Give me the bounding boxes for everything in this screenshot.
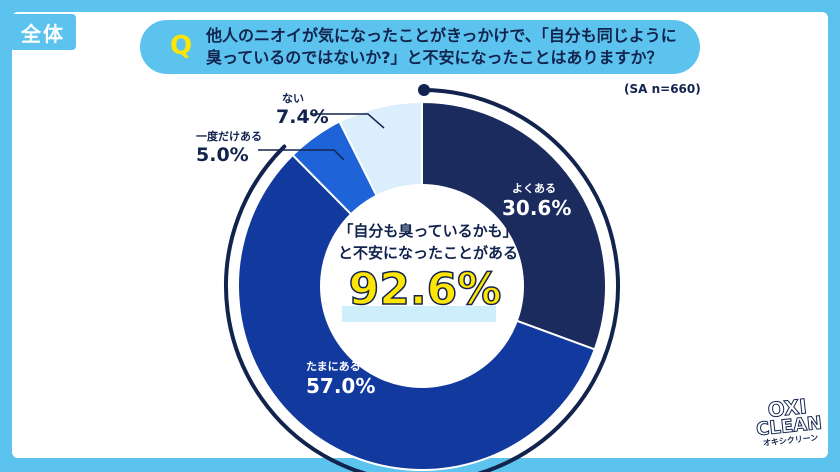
total-percentage: 92.6% <box>348 263 502 316</box>
slice-label-never: ない 7.4% <box>276 90 329 128</box>
leader-line-never <box>310 113 385 129</box>
question-line-1: 他人のニオイが気になったことがきっかけで、「自分も同じように <box>206 26 677 45</box>
slice-label-often: よくある 30.6% <box>502 180 571 220</box>
center-text-line-2: と不安になったことがある <box>337 244 518 262</box>
slice-label-sometimes: たまにある 57.0% <box>306 358 375 398</box>
center-text-line-1: 「自分も臭っているかも」 <box>338 222 518 240</box>
slice-label-once-val: 5.0% <box>196 144 249 166</box>
sample-size: (SA n=660) <box>624 82 701 96</box>
question-text: 他人のニオイが気になったことがきっかけで、「自分も同じように 臭っているのではな… <box>206 25 677 69</box>
slice-label-once-cat: 一度だけある <box>196 130 262 143</box>
slice-label-often-val: 30.6% <box>502 196 572 220</box>
total-highlight <box>342 306 496 322</box>
slice-label-often-cat: よくある <box>512 182 556 195</box>
outer-ring-arc <box>224 88 620 472</box>
donut-hole <box>320 184 524 388</box>
question-line-2: 臭っているのではないか?」と不安になったことはありますか？ <box>206 48 663 67</box>
slice-label-sometimes-cat: たまにある <box>306 360 361 373</box>
slice-label-never-cat: ない <box>282 92 304 105</box>
q-icon: Q <box>169 31 193 61</box>
leader-line-once <box>258 149 345 161</box>
outer-ring-dot <box>418 84 430 96</box>
slice-label-once: 一度だけある 5.0% <box>196 128 262 166</box>
slice-label-never-val: 7.4% <box>276 106 329 128</box>
segment-tag: 全体 <box>10 14 76 50</box>
oxiclean-logo: OXI CLEAN オキシクリーン <box>749 394 828 455</box>
question-banner: Q 他人のニオイが気になったことがきっかけで、「自分も同じように 臭っているので… <box>140 20 700 74</box>
slice-label-sometimes-val: 57.0% <box>306 374 376 398</box>
